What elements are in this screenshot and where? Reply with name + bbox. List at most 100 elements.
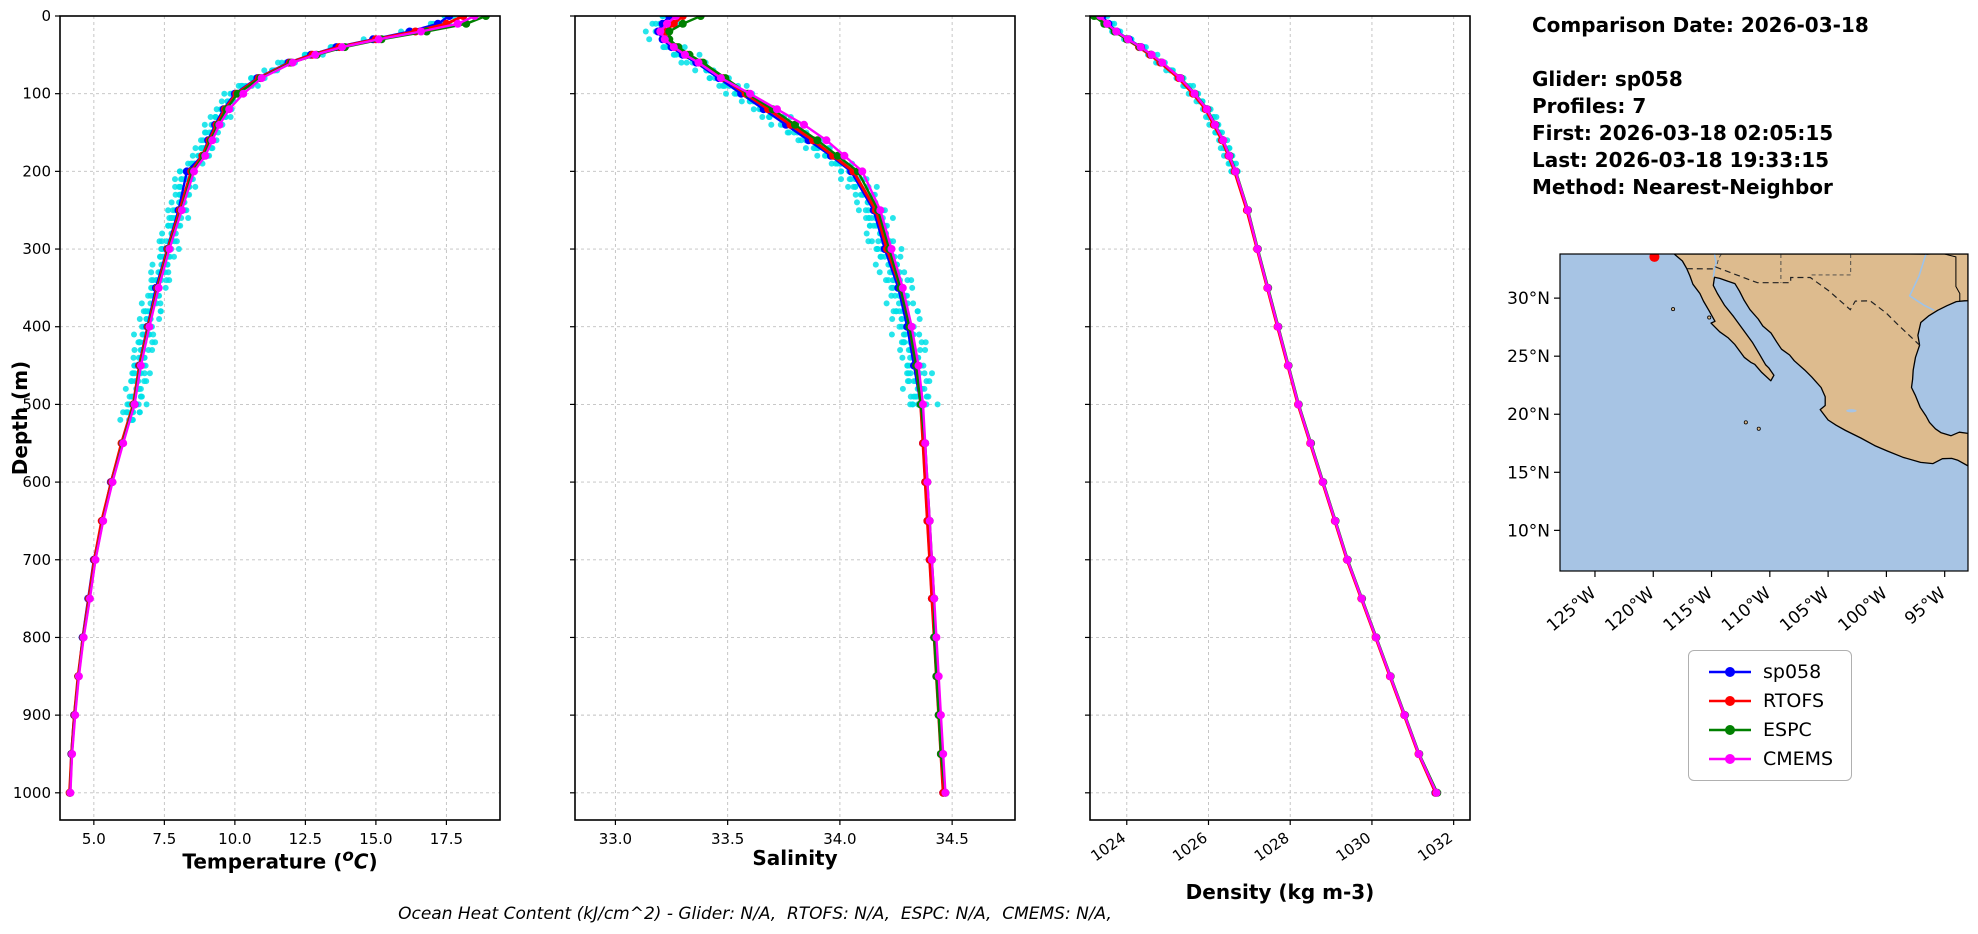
svg-text:5.0: 5.0	[82, 830, 106, 848]
svg-text:33.0: 33.0	[599, 830, 632, 848]
map-island	[1756, 426, 1761, 431]
temperature-axis-label-close: )	[368, 849, 378, 874]
temperature-markers-CMEMS	[66, 16, 479, 797]
legend-entry-CMEMS: CMEMS	[1707, 748, 1833, 770]
svg-text:400: 400	[22, 318, 51, 336]
svg-text:1030: 1030	[1333, 829, 1375, 866]
svg-text:7.5: 7.5	[152, 830, 176, 848]
legend-label: RTOFS	[1763, 690, 1825, 712]
legend-label: CMEMS	[1763, 748, 1834, 770]
map-island	[1743, 420, 1748, 425]
svg-text:1028: 1028	[1251, 829, 1293, 866]
svg-text:200: 200	[22, 162, 51, 180]
glider-location-marker	[1649, 254, 1660, 262]
svg-text:25°N: 25°N	[1507, 347, 1550, 367]
ocean-heat-content-note: Ocean Heat Content (kJ/cm^2) - Glider: N…	[398, 904, 1112, 924]
svg-text:600: 600	[22, 473, 51, 491]
svg-text:100°W: 100°W	[1835, 583, 1892, 636]
svg-text:1000: 1000	[13, 784, 51, 802]
salinity-markers-CMEMS	[656, 16, 950, 797]
svg-text:34.0: 34.0	[823, 830, 856, 848]
svg-text:33.5: 33.5	[711, 830, 744, 848]
temperature-axis-label: Temperature (oC)	[100, 846, 460, 874]
svg-text:17.5: 17.5	[430, 830, 463, 848]
salinity-y-ticks	[570, 15, 575, 794]
svg-text:1032: 1032	[1414, 829, 1456, 866]
legend-line-sample	[1709, 667, 1751, 677]
svg-text:0: 0	[41, 7, 51, 25]
density-y-ticks	[1085, 15, 1090, 794]
temperature-axis-label-sup: o	[342, 846, 354, 865]
density-frame	[1089, 15, 1471, 821]
info-panel: Comparison Date: 2026-03-18 Glider: sp05…	[1532, 12, 1869, 201]
map-island	[1671, 307, 1676, 312]
salinity-x-ticks: 33.0 33.5 34.0 34.5	[599, 820, 969, 848]
legend-entry-RTOFS: RTOFS	[1707, 690, 1833, 712]
last-profile-time: Last: 2026-03-18 19:33:15	[1532, 148, 1830, 172]
legend-line-sample	[1709, 725, 1751, 735]
svg-text:105°W: 105°W	[1776, 583, 1833, 636]
svg-text:12.5: 12.5	[289, 830, 322, 848]
density-markers-CMEMS	[1096, 16, 1441, 797]
map-frame	[1559, 253, 1969, 572]
map-state-line	[1714, 254, 1722, 268]
method: Method: Nearest-Neighbor	[1532, 175, 1833, 199]
svg-text:300: 300	[22, 240, 51, 258]
map-river	[1712, 254, 1718, 278]
temperature-axis-label-unit: C	[353, 849, 369, 874]
svg-text:20°N: 20°N	[1507, 405, 1550, 425]
map-lake	[1846, 409, 1857, 413]
density-grid	[1090, 15, 1470, 820]
svg-text:115°W: 115°W	[1660, 583, 1717, 636]
svg-text:1024: 1024	[1087, 829, 1129, 866]
temperature-axis-label-text: Temperature (	[182, 849, 343, 874]
map-island	[1707, 315, 1712, 320]
density-axis-label: Density (kg m-3)	[1185, 880, 1375, 904]
svg-text:34.5: 34.5	[935, 830, 968, 848]
profile-plots: 5.0 7.5 10.0 12.5 15.0 17.5 0 100 200 300 400 500 60…	[13, 7, 1471, 866]
salinity-frame	[574, 15, 1016, 821]
salinity-glider-scatter	[642, 16, 941, 408]
location-map: 30°N 25°N 20°N 15°N 10°N 125°W 120°W 115°W 110°W…	[1507, 253, 1969, 636]
svg-text:1026: 1026	[1169, 829, 1211, 866]
map-river	[1908, 254, 1935, 312]
legend-entry-ESPC: ESPC	[1707, 719, 1833, 741]
legend-entry-sp058: sp058	[1707, 661, 1833, 683]
svg-text:900: 900	[22, 706, 51, 724]
glider-name: Glider: sp058	[1532, 67, 1683, 91]
temperature-y-ticks: 0 100 200 300 400 500 600 700 800 900 1000	[13, 7, 60, 802]
comparison-date: Comparison Date: 2026-03-18	[1532, 13, 1869, 37]
density-data	[1090, 16, 1442, 797]
first-profile-time: First: 2026-03-18 02:05:15	[1532, 121, 1834, 145]
legend-label: sp058	[1763, 661, 1822, 683]
map-country-border	[1686, 266, 1921, 346]
svg-text:10°N: 10°N	[1507, 521, 1550, 541]
svg-text:110°W: 110°W	[1718, 583, 1775, 636]
svg-text:15.0: 15.0	[359, 830, 392, 848]
temperature-frame	[59, 15, 501, 821]
depth-axis-label: Depth (m)	[8, 360, 32, 476]
svg-text:15°N: 15°N	[1507, 463, 1550, 483]
temperature-glider-scatter	[117, 16, 463, 423]
svg-text:100: 100	[22, 85, 51, 103]
temperature-line-CMEMS	[69, 16, 476, 793]
svg-text:95°W: 95°W	[1901, 583, 1950, 629]
temperature-x-ticks: 5.0 7.5 10.0 12.5 15.0 17.5	[82, 820, 463, 848]
salinity-data	[642, 16, 950, 797]
salinity-grid	[575, 15, 1015, 820]
map-land	[1673, 254, 1968, 467]
svg-text:125°W: 125°W	[1543, 583, 1600, 636]
density-panel: 1024 1026 1028 1030 1032	[1085, 15, 1471, 866]
svg-text:500: 500	[22, 395, 51, 413]
profiles-count: Profiles: 7	[1532, 94, 1647, 118]
svg-text:10.0: 10.0	[218, 830, 251, 848]
legend-label: ESPC	[1763, 719, 1812, 741]
legend-line-sample	[1709, 754, 1751, 764]
density-x-ticks: 1024 1026 1028 1030 1032	[1087, 820, 1456, 866]
salinity-axis-label: Salinity	[752, 846, 838, 870]
svg-text:800: 800	[22, 628, 51, 646]
legend-line-sample	[1709, 696, 1751, 706]
svg-text:700: 700	[22, 551, 51, 569]
svg-text:120°W: 120°W	[1601, 583, 1658, 636]
legend: sp058 RTOFS ESPC CMEMS	[1688, 650, 1853, 781]
